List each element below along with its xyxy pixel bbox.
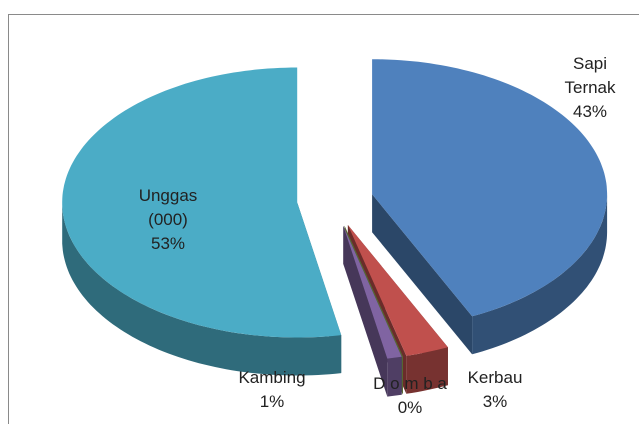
data-label: Unggas (000) 53% xyxy=(123,184,213,256)
data-label: D o m b a 0% xyxy=(350,372,470,420)
category-label: Sapi Ternak xyxy=(564,54,616,97)
slice-wall xyxy=(372,194,473,355)
slice xyxy=(62,67,342,338)
data-label: Sapi Ternak 43% xyxy=(560,52,620,124)
value-label: 3% xyxy=(482,392,508,411)
slice-side xyxy=(387,356,402,397)
category-label: Kambing xyxy=(238,368,306,387)
slice-wall xyxy=(343,226,388,397)
slice xyxy=(344,225,403,357)
value-label: 53% xyxy=(150,234,186,253)
data-label: Kerbau 3% xyxy=(455,366,535,414)
value-label: 0% xyxy=(397,398,423,417)
chart-frame xyxy=(8,14,639,424)
slice-side xyxy=(406,347,448,394)
slice-side xyxy=(62,202,342,376)
value-label: 1% xyxy=(259,392,285,411)
slice xyxy=(347,225,448,356)
category-label: Kerbau xyxy=(467,368,523,387)
slice xyxy=(372,59,608,317)
slice xyxy=(343,226,402,359)
category-label: D o m b a xyxy=(373,374,447,393)
value-label: 43% xyxy=(572,102,608,121)
category-label: Unggas (000) xyxy=(138,186,198,229)
data-label: Kambing 1% xyxy=(222,366,322,414)
slice-side xyxy=(472,194,608,355)
